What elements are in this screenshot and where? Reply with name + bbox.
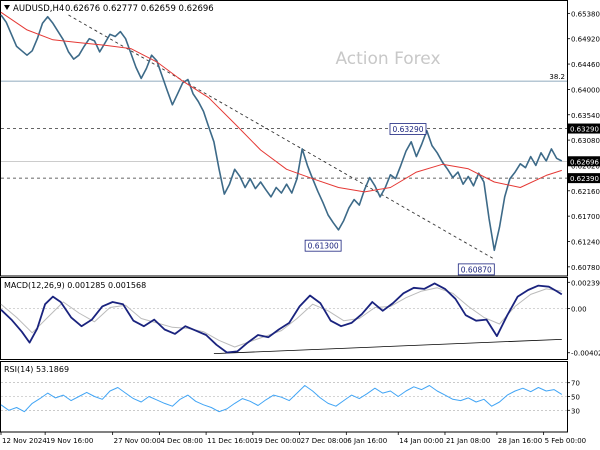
main-ytick-label: 0.64000 xyxy=(571,86,600,94)
main-ytick-label: 0.62620 xyxy=(571,162,600,170)
moving-average-line xyxy=(0,11,562,193)
price-tag-label: 0.62390 xyxy=(570,175,599,183)
x-tick-label: 19 Nov 16:00 xyxy=(46,437,93,445)
annotation-label: 0.63290 xyxy=(392,125,423,134)
macd-signal-line xyxy=(0,287,562,348)
main-trendline xyxy=(68,14,495,260)
main-ytick-label: 0.65380 xyxy=(571,10,600,18)
descending-trendline xyxy=(68,14,495,260)
main-ytick-label: 0.64460 xyxy=(571,61,600,69)
rsi-ytick-label: 70 xyxy=(571,380,580,388)
main-ytick-label: 0.63080 xyxy=(571,137,600,145)
macd-panel-frame xyxy=(0,277,568,360)
macd-label: MACD(12,26,9) 0.001285 0.001568 xyxy=(4,281,146,290)
header-symbol: AUDUSD,H4 xyxy=(13,4,64,14)
watermark: Action Forex xyxy=(335,49,440,69)
rsi-series-group xyxy=(0,385,563,413)
rsi-ytick-label: 30 xyxy=(571,407,580,415)
annotation-label: 0.60870 xyxy=(461,265,492,274)
chart-header: AUDUSD,H4 0.62676 0.62777 0.62659 0.6269… xyxy=(4,4,214,14)
x-tick-label: 21 Jan 08:00 xyxy=(446,437,490,445)
main-level-lines xyxy=(1,80,567,179)
annotation-box xyxy=(304,239,342,252)
macd-y-axis: 0.002399 0.00 -0.004021 xyxy=(567,279,600,358)
price-tag-label: 0.63290 xyxy=(570,126,599,134)
main-ytick-label: 0.64920 xyxy=(571,36,600,44)
x-tick-label: 12 Nov 2024 xyxy=(2,437,47,445)
x-tick-label: 4 Dec 08:00 xyxy=(160,437,203,445)
price-tag-box xyxy=(568,156,600,167)
macd-trendline xyxy=(213,338,562,355)
price-tag-box xyxy=(568,123,600,134)
annotation-box xyxy=(389,123,427,135)
header-triangle-icon xyxy=(4,5,10,10)
header-ohlc: 0.62676 0.62777 0.62659 0.62696 xyxy=(65,4,214,14)
rsi-line xyxy=(0,385,563,413)
x-tick-label: 19 Dec 00:00 xyxy=(254,437,301,445)
x-tick-label: 6 Jan 16:00 xyxy=(347,437,387,445)
macd-series-group xyxy=(0,282,563,354)
main-price-tags: 0.63290 0.62696 0.62390 xyxy=(568,123,600,184)
main-series-group xyxy=(0,11,563,252)
rsi-level-lines xyxy=(1,382,567,411)
main-ytick-label: 0.61240 xyxy=(571,238,600,246)
annotation-label: 0.61300 xyxy=(308,242,339,251)
main-ytick-label: 0.60780 xyxy=(571,264,600,272)
macd-line xyxy=(0,282,563,354)
x-tick-label: 27 Dec 08:00 xyxy=(301,437,348,445)
price-tag-box xyxy=(568,173,600,184)
macd-ytick-label: 0.002399 xyxy=(571,279,600,287)
x-axis: 12 Nov 2024 19 Nov 16:00 27 Nov 00:00 4 Dec… xyxy=(0,432,586,445)
fib-level-label: 38.2 xyxy=(549,73,565,81)
x-tick-label: 28 Jan 16:00 xyxy=(498,437,542,445)
price-tag-label: 0.62696 xyxy=(570,158,599,166)
price-line xyxy=(0,14,563,252)
rsi-ytick-label: 50 xyxy=(571,394,580,402)
main-ytick-label: 0.63540 xyxy=(571,112,600,120)
macd-support-trendline xyxy=(213,338,562,355)
rsi-y-axis: 70 50 30 xyxy=(567,380,580,415)
x-tick-label: 11 Dec 16:00 xyxy=(207,437,254,445)
macd-ytick-label: -0.004021 xyxy=(571,350,600,358)
x-tick-label: 5 Feb 00:00 xyxy=(545,437,586,445)
x-tick-label: 27 Nov 00:00 xyxy=(114,437,161,445)
main-annotations: 38.2 0.63290 0.61300 0.60870 xyxy=(304,73,565,276)
macd-ytick-label: 0.00 xyxy=(571,306,587,314)
main-y-axis: 0.65380 0.64920 0.64460 0.64000 0.63540 0.630… xyxy=(567,10,600,272)
main-ytick-label: 0.62160 xyxy=(571,188,600,196)
main-panel-frame xyxy=(0,0,568,277)
x-tick-label: 14 Jan 00:00 xyxy=(399,437,443,445)
main-ytick-label: 0.61700 xyxy=(571,213,600,221)
rsi-label: RSI(14) 53.1869 xyxy=(4,365,69,374)
annotation-box xyxy=(457,263,495,276)
